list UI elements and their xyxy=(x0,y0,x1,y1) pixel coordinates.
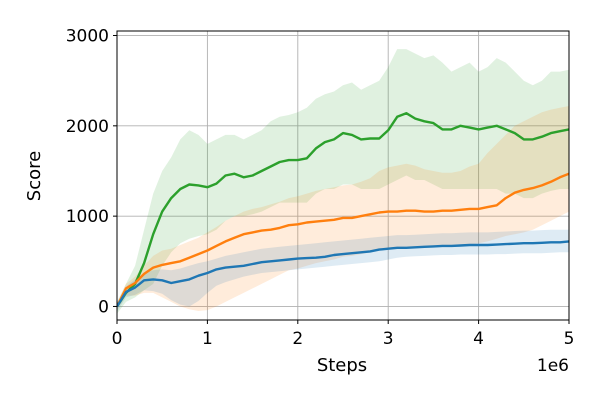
series-line-1 xyxy=(117,172,569,308)
x-axis-offset-label: 1e6 xyxy=(537,356,569,376)
x-tick-label-5: 5 xyxy=(564,329,575,349)
x-axis-label: Steps xyxy=(317,355,367,376)
series-line-0 xyxy=(117,112,569,308)
axes: 0 1 2 3 4 5 0 1000 2000 3000 xyxy=(66,27,575,349)
series-band-1 xyxy=(117,106,569,311)
x-tick-label-0: 0 xyxy=(112,329,123,349)
y-tick-label-0: 0 xyxy=(98,297,109,317)
y-tick-label-3: 3000 xyxy=(66,27,109,47)
y-tick-label-2: 2000 xyxy=(66,117,109,137)
y-axis-label: Score xyxy=(24,151,45,201)
x-tick-label-4: 4 xyxy=(473,329,484,349)
x-tick-label-1: 1 xyxy=(202,329,213,349)
plot-frame xyxy=(116,30,570,321)
y-tick-label-1: 1000 xyxy=(66,207,109,227)
series-band-2 xyxy=(117,229,569,312)
x-tick-label-3: 3 xyxy=(383,329,394,349)
series-line-2 xyxy=(117,240,569,308)
series-band-0 xyxy=(117,49,569,314)
series-lines xyxy=(117,112,569,308)
confidence-bands xyxy=(117,49,569,314)
x-tick-label-2: 2 xyxy=(292,329,303,349)
